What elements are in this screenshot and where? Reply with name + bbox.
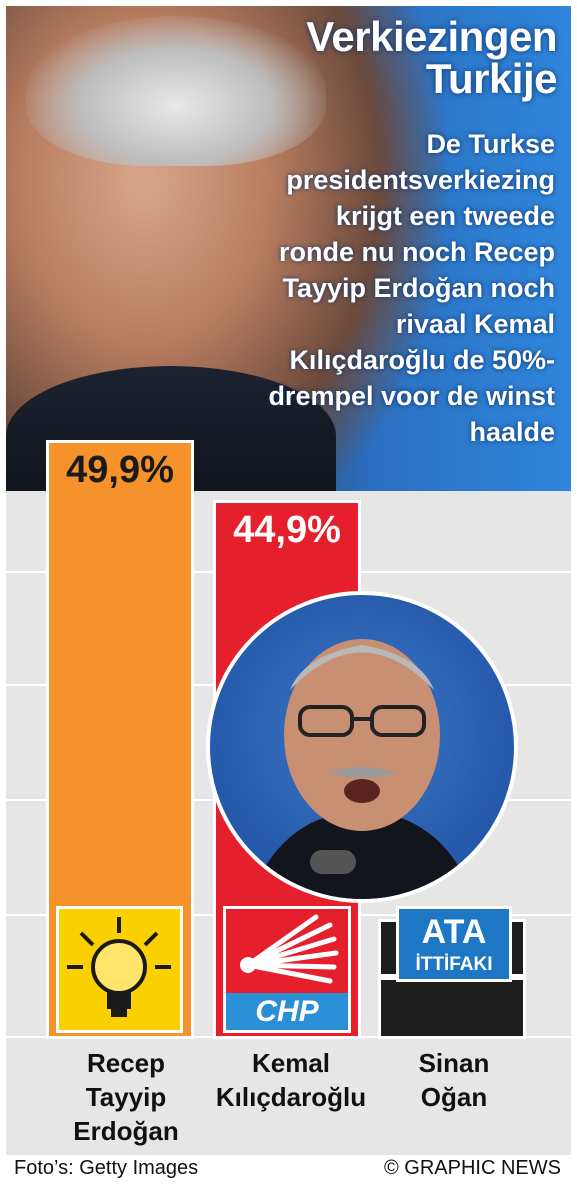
chart-frame: Verkiezingen Turkije De Turkse president…	[6, 6, 571, 1155]
chart-title: Verkiezingen Turkije	[306, 13, 557, 102]
photo-credit: Foto’s: Getty Images	[14, 1157, 199, 1179]
copyright: © GRAPHIC NEWS	[384, 1157, 561, 1179]
candidate-name-kilicdaroglu: Kemal Kılıçdaroğlu	[215, 1048, 367, 1112]
kilicdaroglu-portrait-photo	[206, 591, 518, 903]
ata-logo-text: ATA	[421, 913, 487, 951]
erdogan-hair-photo	[26, 16, 326, 166]
bar	[378, 976, 526, 1039]
data-label: 49,9%	[66, 449, 174, 492]
ittifaki-logo-text: İTTİFAKI	[415, 954, 493, 975]
header-photo: Verkiezingen Turkije De Turkse president…	[6, 6, 571, 491]
lightbulb-icon	[59, 909, 180, 1030]
candidate-name-ogan: Sinan Oğan	[418, 1048, 490, 1112]
chp-arrows-icon	[226, 909, 348, 993]
data-label: 44,9%	[233, 509, 341, 552]
kilicdaroglu-portrait-art	[250, 639, 474, 899]
ata-ittifaki-logo: ATA İTTİFAKI	[396, 906, 512, 982]
candidate-name-erdogan: Recep Tayyip Erdoğan	[73, 1048, 179, 1146]
chart-subtitle: De Turkse presidentsverkiezing krijgt ee…	[268, 129, 555, 447]
akp-logo	[56, 906, 183, 1033]
chp-logo: CHP	[223, 906, 351, 1033]
chp-logo-text: CHP	[226, 993, 348, 1030]
